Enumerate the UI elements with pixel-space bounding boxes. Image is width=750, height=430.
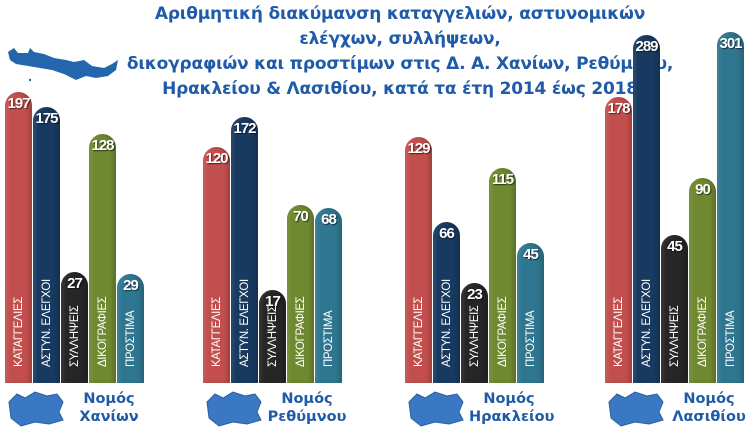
bar-dikografies: 115 ΔΙΚΟΓΡΑΦΙΕΣ bbox=[489, 168, 516, 383]
bar-category-label: ΠΡΟΣΤΙΜΑ bbox=[724, 310, 737, 367]
bar-category-label: ΠΡΟΣΤΙΜΑ bbox=[124, 310, 137, 367]
bar-category-label: ΑΣΤΥΝ. ΕΛΕΓΧΟΙ bbox=[238, 279, 251, 367]
prefecture-map-icon bbox=[608, 391, 664, 427]
bar-prostima: 45 ΠΡΟΣΤΙΜΑ bbox=[517, 243, 544, 383]
bar-category-label: ΚΑΤΑΓΓΕΛΙΕΣ bbox=[412, 297, 425, 367]
bar-category-label: ΚΑΤΑΓΓΕΛΙΕΣ bbox=[12, 297, 25, 367]
region-name-line2: Ρεθύμνου bbox=[267, 409, 347, 425]
bar-value-label: 66 bbox=[439, 225, 455, 242]
bar-category-label: ΣΥΛΛΗΨΕΙΣ bbox=[266, 305, 279, 367]
region-label: Νομός Χανίων bbox=[5, 386, 155, 430]
bar-value-label: 178 bbox=[607, 100, 630, 117]
region-name-line2: Ηρακλείου bbox=[469, 409, 555, 425]
bar-category-label: ΑΣΤΥΝ. ΕΛΕΓΧΟΙ bbox=[640, 279, 653, 367]
title-line-1: Αριθμητική διακύμανση καταγγελιών, αστυν… bbox=[154, 4, 646, 49]
bar-syllipseis: 23 ΣΥΛΛΗΨΕΙΣ bbox=[461, 283, 488, 383]
prefecture-map-icon bbox=[8, 391, 64, 427]
title-line-2: δικογραφιών και προστίμων στις Δ. Α. Χαν… bbox=[126, 54, 674, 74]
bar-category-label: ΚΑΤΑΓΓΕΛΙΕΣ bbox=[612, 297, 625, 367]
bar-category-label: ΔΙΚΟΓΡΑΦΙΕΣ bbox=[696, 296, 709, 367]
bar-value-label: 289 bbox=[635, 38, 658, 55]
region-label: Νομός Ρεθύμνου bbox=[203, 386, 353, 430]
prefecture-map-icon bbox=[408, 391, 464, 427]
bar-astyn-elegxoi: 66 ΑΣΤΥΝ. ΕΛΕΓΧΟΙ bbox=[433, 222, 460, 383]
title-line-3: Ηρακλείου & Λασιθίου, κατά τα έτη 2014 έ… bbox=[162, 79, 638, 99]
region-name-line2: Χανίων bbox=[79, 409, 139, 425]
bar-astyn-elegxoi: 172 ΑΣΤΥΝ. ΕΛΕΓΧΟΙ bbox=[231, 117, 258, 383]
bar-value-label: 128 bbox=[91, 137, 114, 154]
bar-value-label: 70 bbox=[293, 208, 309, 225]
bar-category-label: ΔΙΚΟΓΡΑΦΙΕΣ bbox=[496, 296, 509, 367]
bar-value-label: 45 bbox=[523, 246, 539, 263]
bar-value-label: 301 bbox=[719, 35, 742, 52]
bar-category-label: ΚΑΤΑΓΓΕΛΙΕΣ bbox=[210, 297, 223, 367]
bar-dikografies: 128 ΔΙΚΟΓΡΑΦΙΕΣ bbox=[89, 134, 116, 383]
region-name-line1: Νομός bbox=[483, 391, 535, 407]
bar-dikografies: 70 ΔΙΚΟΓΡΑΦΙΕΣ bbox=[287, 205, 314, 383]
bar-prostima: 68 ΠΡΟΣΤΙΜΑ bbox=[315, 208, 342, 383]
bar-category-label: ΣΥΛΛΗΨΕΙΣ bbox=[468, 305, 481, 367]
bar-syllipseis: 45 ΣΥΛΛΗΨΕΙΣ bbox=[661, 235, 688, 383]
bar-value-label: 197 bbox=[7, 95, 30, 112]
bar-value-label: 115 bbox=[491, 171, 514, 188]
bar-astyn-elegxoi: 289 ΑΣΤΥΝ. ΕΛΕΓΧΟΙ bbox=[633, 35, 660, 383]
bar-astyn-elegxoi: 175 ΑΣΤΥΝ. ΕΛΕΓΧΟΙ bbox=[33, 107, 60, 383]
bar-value-label: 120 bbox=[205, 150, 228, 167]
bar-value-label: 45 bbox=[667, 238, 683, 255]
region-label: Νομός Ηρακλείου bbox=[405, 386, 555, 430]
bar-value-label: 172 bbox=[233, 120, 256, 137]
bar-category-label: ΑΣΤΥΝ. ΕΛΕΓΧΟΙ bbox=[440, 279, 453, 367]
bar-katagelies: 178 ΚΑΤΑΓΓΕΛΙΕΣ bbox=[605, 97, 632, 383]
bar-value-label: 175 bbox=[35, 110, 58, 127]
bar-value-label: 90 bbox=[695, 181, 711, 198]
crete-map-icon bbox=[8, 48, 118, 82]
chart-title: Αριθμητική διακύμανση καταγγελιών, αστυν… bbox=[120, 2, 680, 102]
bar-category-label: ΔΙΚΟΓΡΑΦΙΕΣ bbox=[294, 296, 307, 367]
bar-category-label: ΑΣΤΥΝ. ΕΛΕΓΧΟΙ bbox=[40, 279, 53, 367]
bar-katagelies: 197 ΚΑΤΑΓΓΕΛΙΕΣ bbox=[5, 92, 32, 383]
region-name-line1: Νομός bbox=[83, 391, 135, 407]
bar-category-label: ΔΙΚΟΓΡΑΦΙΕΣ bbox=[96, 296, 109, 367]
bar-dikografies: 90 ΔΙΚΟΓΡΑΦΙΕΣ bbox=[689, 178, 716, 383]
bar-prostima: 29 ΠΡΟΣΤΙΜΑ bbox=[117, 274, 144, 383]
region-name-line2: Λασιθίου bbox=[672, 409, 746, 425]
region-label: Νομός Λασιθίου bbox=[605, 386, 750, 430]
bar-value-label: 29 bbox=[123, 277, 139, 294]
region-name-line1: Νομός bbox=[683, 391, 735, 407]
bar-syllipseis: 27 ΣΥΛΛΗΨΕΙΣ bbox=[61, 272, 88, 383]
bar-prostima: 301 ΠΡΟΣΤΙΜΑ bbox=[717, 32, 744, 383]
bar-category-label: ΣΥΛΛΗΨΕΙΣ bbox=[668, 305, 681, 367]
bar-syllipseis: 17 ΣΥΛΛΗΨΕΙΣ bbox=[259, 290, 286, 383]
bar-category-label: ΠΡΟΣΤΙΜΑ bbox=[524, 310, 537, 367]
prefecture-map-icon bbox=[206, 391, 262, 427]
bar-katagelies: 129 ΚΑΤΑΓΓΕΛΙΕΣ bbox=[405, 137, 432, 383]
bar-value-label: 23 bbox=[467, 286, 483, 303]
bar-value-label: 17 bbox=[265, 293, 281, 310]
bar-katagelies: 120 ΚΑΤΑΓΓΕΛΙΕΣ bbox=[203, 147, 230, 383]
bar-category-label: ΣΥΛΛΗΨΕΙΣ bbox=[68, 305, 81, 367]
bar-category-label: ΠΡΟΣΤΙΜΑ bbox=[322, 310, 335, 367]
bar-value-label: 129 bbox=[407, 140, 430, 157]
bar-value-label: 27 bbox=[67, 275, 83, 292]
bar-value-label: 68 bbox=[321, 211, 337, 228]
region-name-line1: Νομός bbox=[281, 391, 333, 407]
